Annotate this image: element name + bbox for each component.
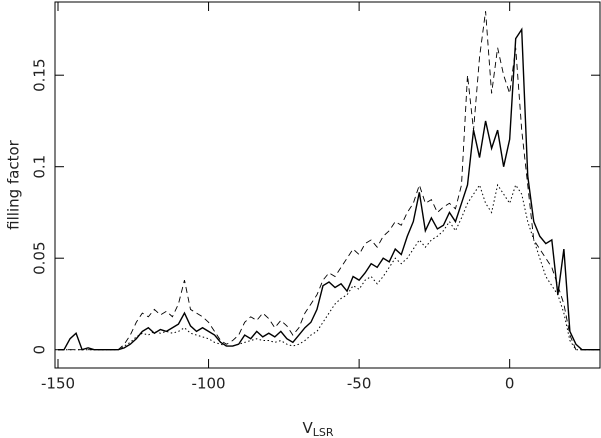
y-tick-label: 0 <box>31 345 49 355</box>
plot-frame <box>54 1 601 369</box>
x-axis-label-subscript: LSR <box>313 426 334 438</box>
x-tick-label: -150 <box>41 375 75 393</box>
y-axis-label: filling factor <box>5 139 23 230</box>
x-tick-label: 0 <box>505 375 515 393</box>
x-axis-label: VLSR <box>302 419 333 438</box>
x-tick-label: -100 <box>192 375 226 393</box>
y-tick-label: 0.05 <box>31 241 49 274</box>
x-axis-label-main: V <box>302 419 313 437</box>
y-tick-label: 0.15 <box>31 58 49 91</box>
y-tick-label: 0.1 <box>31 155 49 179</box>
series-line <box>58 27 600 351</box>
x-tick-label: -50 <box>347 375 372 393</box>
series-line <box>58 183 600 351</box>
series-line <box>58 11 600 351</box>
